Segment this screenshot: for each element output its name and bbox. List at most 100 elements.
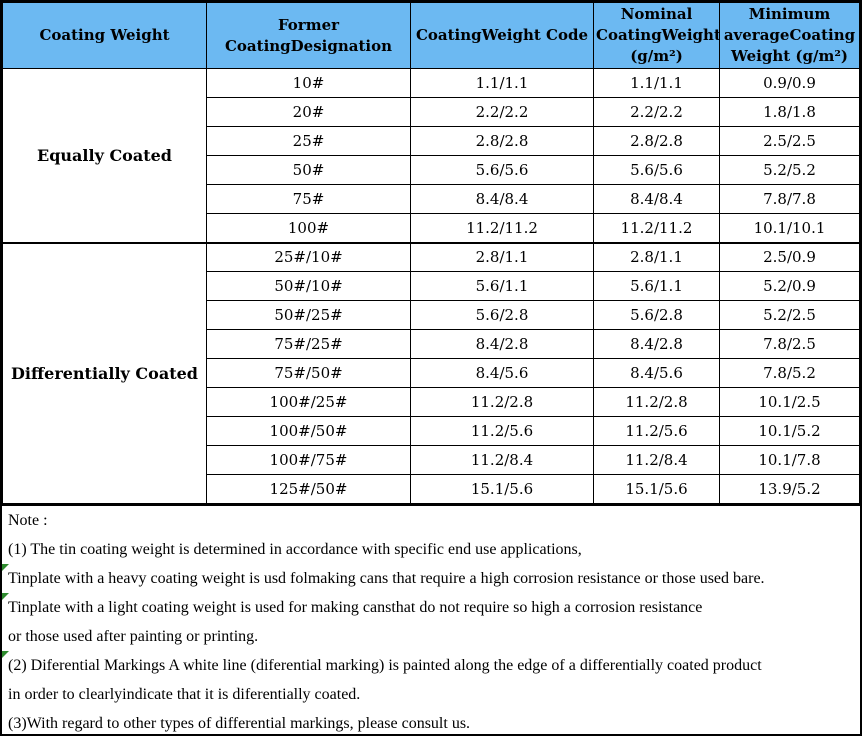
cell-designation: 125#/50# xyxy=(206,474,411,504)
col-header-former-designation: Former CoatingDesignation xyxy=(206,2,411,69)
cell-nominal: 11.2/8.4 xyxy=(593,445,720,475)
note-text: in order to clearlyindicate that it is d… xyxy=(8,686,361,703)
cell-code: 2.8/2.8 xyxy=(410,126,594,156)
cell-code: 5.6/5.6 xyxy=(410,155,594,185)
cell-nominal: 5.6/1.1 xyxy=(593,271,720,301)
error-flag-icon xyxy=(2,593,9,600)
col-header-nominal-coating-weight: Nominal CoatingWeight (g/m²) xyxy=(593,2,720,69)
error-flag-icon xyxy=(2,564,9,571)
cell-minimum: 2.5/2.5 xyxy=(719,126,860,156)
note-line: or those used after painting or printing… xyxy=(2,622,860,651)
table-row: 50# 5.6/5.6 5.6/5.6 5.2/5.2 xyxy=(3,155,860,185)
cell-minimum: 7.8/2.5 xyxy=(719,329,860,359)
table-row: 125#/50# 15.1/5.6 15.1/5.6 13.9/5.2 xyxy=(3,474,860,504)
table-row: 25# 2.8/2.8 2.8/2.8 2.5/2.5 xyxy=(3,126,860,156)
cell-designation: 100#/50# xyxy=(206,416,411,446)
note-title: Note : xyxy=(2,506,860,535)
cell-designation: 10# xyxy=(206,68,411,98)
cell-designation: 75# xyxy=(206,184,411,214)
table-row: 50#/10# 5.6/1.1 5.6/1.1 5.2/0.9 xyxy=(3,271,860,301)
cell-designation: 100# xyxy=(206,213,411,243)
notes-section: Note : (1) The tin coating weight is det… xyxy=(2,504,860,734)
note-text: or those used after painting or printing… xyxy=(8,628,259,645)
cell-minimum: 2.5/0.9 xyxy=(719,241,860,272)
cell-designation: 100#/75# xyxy=(206,445,411,475)
cell-minimum: 7.8/7.8 xyxy=(719,184,860,214)
note-line: (3)With regard to other types of differe… xyxy=(2,709,860,734)
cell-nominal: 2.2/2.2 xyxy=(593,97,720,127)
error-flag-icon xyxy=(2,651,9,658)
cell-code: 8.4/8.4 xyxy=(410,184,594,214)
cell-minimum: 5.2/5.2 xyxy=(719,155,860,185)
cell-nominal: 8.4/8.4 xyxy=(593,184,720,214)
cell-designation: 50#/10# xyxy=(206,271,411,301)
cell-minimum: 7.8/5.2 xyxy=(719,358,860,388)
cell-designation: 100#/25# xyxy=(206,387,411,417)
cell-code: 5.6/2.8 xyxy=(410,300,594,330)
col-header-coating-weight-code: CoatingWeight Code xyxy=(410,2,594,69)
table-row: Equally Coated 10# 1.1/1.1 1.1/1.1 0.9/0… xyxy=(2,68,860,243)
cell-code: 8.4/2.8 xyxy=(410,329,594,359)
cell-code: 1.1/1.1 xyxy=(410,68,594,98)
table-row: 75# 8.4/8.4 8.4/8.4 7.8/7.8 xyxy=(3,184,860,214)
cell-code: 2.8/1.1 xyxy=(410,241,594,272)
header-row: Coating Weight Former CoatingDesignation… xyxy=(2,2,860,69)
table-row: 50#/25# 5.6/2.8 5.6/2.8 5.2/2.5 xyxy=(3,300,860,330)
coating-weight-table: Coating Weight Former CoatingDesignation… xyxy=(2,2,860,504)
col-header-minimum-average-coating-weight: Minimum averageCoating Weight (g/m²) xyxy=(719,2,860,69)
section-label-differentially-coated: Differentially Coated xyxy=(2,241,207,504)
note-text: Tinplate with a heavy coating weight is … xyxy=(8,570,765,587)
cell-minimum: 13.9/5.2 xyxy=(719,474,860,504)
cell-nominal: 2.8/1.1 xyxy=(593,241,720,272)
cell-nominal: 11.2/2.8 xyxy=(593,387,720,417)
note-line: Tinplate with a light coating weight is … xyxy=(2,593,860,622)
cell-nominal: 8.4/2.8 xyxy=(593,329,720,359)
note-text: Tinplate with a light coating weight is … xyxy=(8,599,703,616)
cell-nominal: 11.2/5.6 xyxy=(593,416,720,446)
table-row: 100#/75# 11.2/8.4 11.2/8.4 10.1/7.8 xyxy=(3,445,860,475)
cell-code: 2.2/2.2 xyxy=(410,97,594,127)
cell-code: 15.1/5.6 xyxy=(410,474,594,504)
cell-designation: 75#/25# xyxy=(206,329,411,359)
note-line: in order to clearlyindicate that it is d… xyxy=(2,680,860,709)
note-text: (3)With regard to other types of differe… xyxy=(8,715,471,732)
cell-code: 5.6/1.1 xyxy=(410,271,594,301)
cell-nominal: 1.1/1.1 xyxy=(593,68,720,98)
section-equally-coated: Equally Coated 10# 1.1/1.1 1.1/1.1 0.9/0… xyxy=(2,68,860,243)
section-differentially-coated: Differentially Coated 25#/10# 2.8/1.1 2.… xyxy=(2,241,860,504)
table-row: 20# 2.2/2.2 2.2/2.2 1.8/1.8 xyxy=(3,97,860,127)
note-line: (2) Diferential Markings A white line (d… xyxy=(2,651,860,680)
cell-minimum: 10.1/10.1 xyxy=(719,213,860,243)
section-label-equally-coated: Equally Coated xyxy=(2,68,207,243)
table-row: 75#/25# 8.4/2.8 8.4/2.8 7.8/2.5 xyxy=(3,329,860,359)
cell-nominal: 8.4/5.6 xyxy=(593,358,720,388)
cell-designation: 75#/50# xyxy=(206,358,411,388)
cell-code: 11.2/2.8 xyxy=(410,387,594,417)
cell-minimum: 10.1/5.2 xyxy=(719,416,860,446)
cell-designation: 20# xyxy=(206,97,411,127)
cell-designation: 25#/10# xyxy=(206,241,411,272)
cell-code: 11.2/8.4 xyxy=(410,445,594,475)
cell-designation: 50# xyxy=(206,155,411,185)
table-row: Differentially Coated 25#/10# 2.8/1.1 2.… xyxy=(2,241,860,504)
cell-nominal: 11.2/11.2 xyxy=(593,213,720,243)
cell-minimum: 0.9/0.9 xyxy=(719,68,860,98)
cell-nominal: 2.8/2.8 xyxy=(593,126,720,156)
col-header-coating-weight: Coating Weight xyxy=(2,2,207,69)
cell-minimum: 1.8/1.8 xyxy=(719,97,860,127)
note-line: Tinplate with a heavy coating weight is … xyxy=(2,564,860,593)
cell-code: 8.4/5.6 xyxy=(410,358,594,388)
cell-code: 11.2/5.6 xyxy=(410,416,594,446)
note-text: (1) The tin coating weight is determined… xyxy=(8,541,582,558)
note-line: (1) The tin coating weight is determined… xyxy=(2,535,860,564)
cell-nominal: 15.1/5.6 xyxy=(593,474,720,504)
cell-minimum: 5.2/0.9 xyxy=(719,271,860,301)
cell-code: 11.2/11.2 xyxy=(410,213,594,243)
note-text: (2) Diferential Markings A white line (d… xyxy=(8,657,762,674)
cell-nominal: 5.6/5.6 xyxy=(593,155,720,185)
cell-designation: 50#/25# xyxy=(206,300,411,330)
table-row: 100#/50# 11.2/5.6 11.2/5.6 10.1/5.2 xyxy=(3,416,860,446)
cell-designation: 25# xyxy=(206,126,411,156)
cell-minimum: 10.1/2.5 xyxy=(719,387,860,417)
